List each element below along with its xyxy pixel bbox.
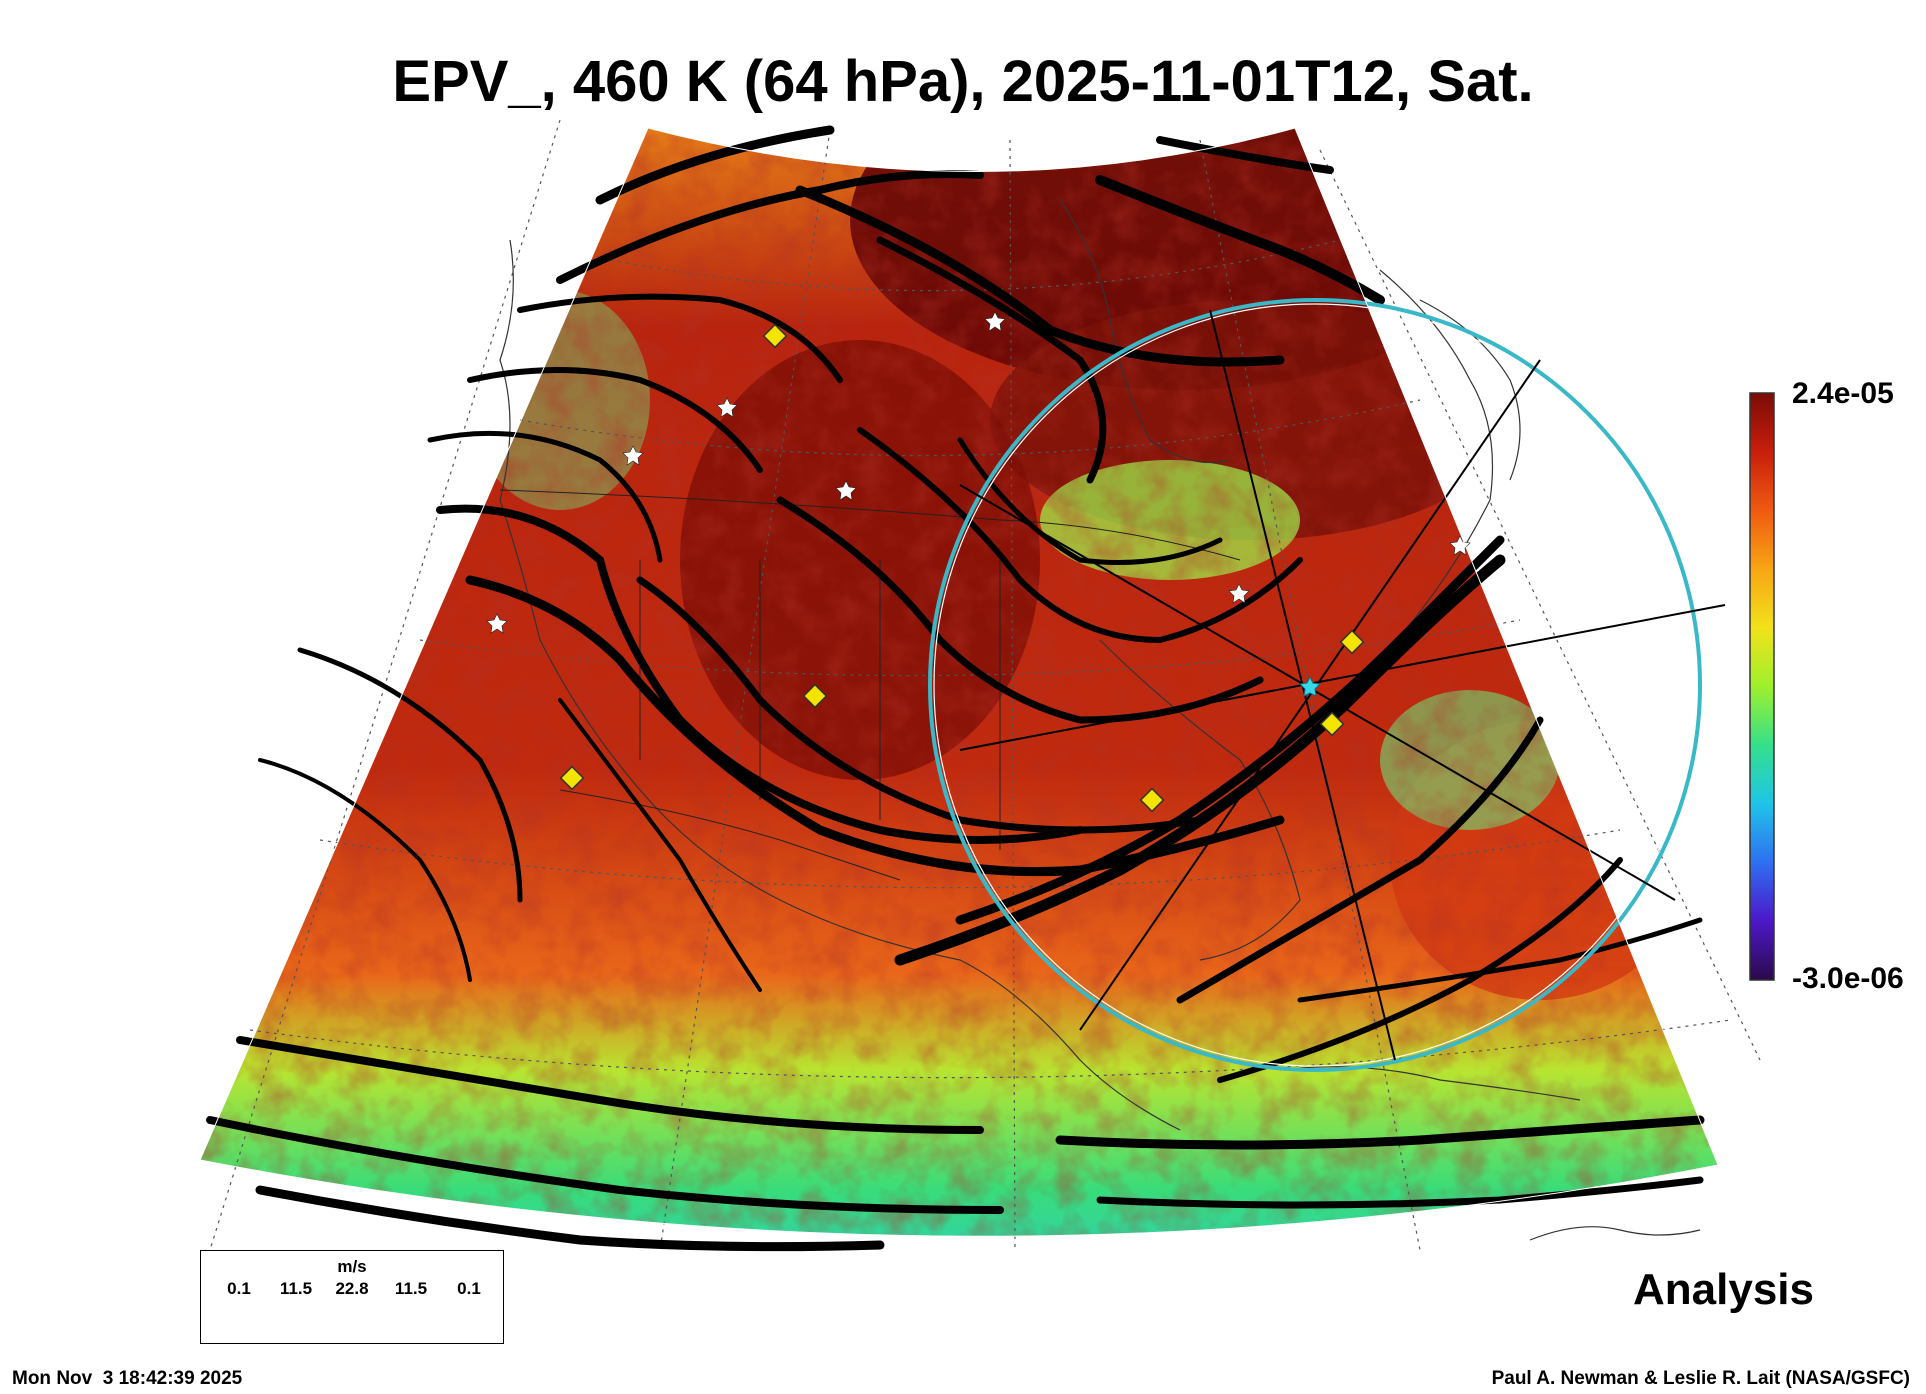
legend-unit: m/s: [337, 1257, 367, 1276]
cross-section-overlay: [928, 298, 1726, 1072]
colorbar: [1749, 392, 1775, 981]
page-title: EPV_, 460 K (64 hPa), 2025-11-01T12, Sat…: [392, 49, 1534, 114]
legend-value: 11.5: [279, 1279, 313, 1298]
diamond-markers: [559, 323, 1365, 813]
political-borders: [499, 489, 1241, 881]
coastlines: [499, 199, 1701, 1241]
legend-value: 0.1: [227, 1279, 251, 1298]
colorbar-max-label: 2.4e-05: [1792, 377, 1894, 410]
analysis-label: Analysis: [1633, 1265, 1814, 1314]
colorbar-min-label: -3.0e-06: [1792, 962, 1904, 995]
streamlines: [206, 125, 1705, 1252]
stereo-circle: [928, 298, 1702, 1072]
map-frame: [199, 127, 1719, 1237]
legend-value: 0.1: [457, 1279, 481, 1298]
legend-value: 22.8: [335, 1279, 369, 1298]
wind-speed-legend: m/s 0.1 11.5 22.8 11.5 0.1: [200, 1250, 504, 1344]
legend-value: 11.5: [394, 1279, 428, 1298]
footer-credit: Paul A. Newman & Leslie R. Lait (NASA/GS…: [1491, 1368, 1910, 1389]
epv-field: [200, 128, 1718, 1237]
star-markers: [486, 311, 1471, 634]
center-star-icon: [1298, 675, 1322, 697]
footer-timestamp: Mon Nov 3 18:42:39 2025: [12, 1368, 243, 1389]
